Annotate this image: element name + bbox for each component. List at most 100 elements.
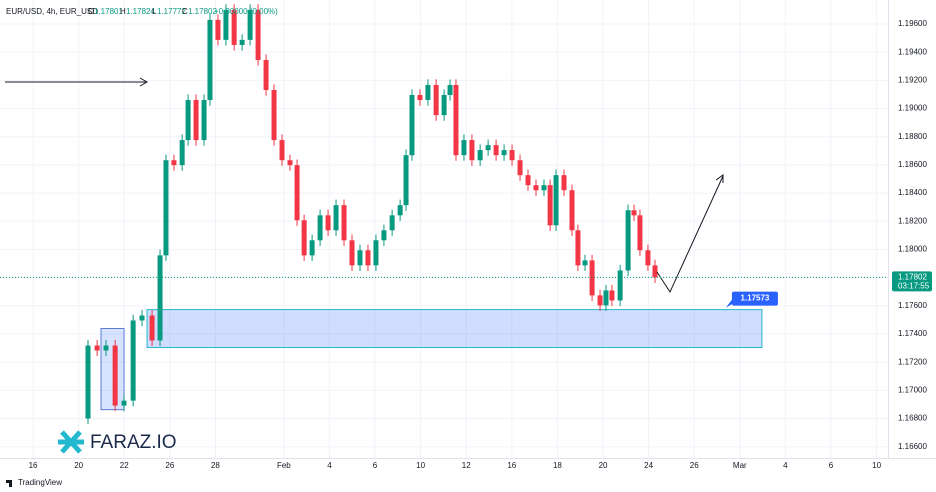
candle-body — [433, 84, 439, 116]
candle-body — [485, 145, 491, 151]
candle-body — [553, 175, 559, 226]
candle-body — [625, 210, 631, 271]
candle-body — [582, 260, 588, 266]
candle-body — [541, 185, 547, 191]
candle-body — [349, 240, 355, 266]
candle-body — [341, 205, 347, 241]
x-tick-label: 10 — [416, 461, 425, 470]
candle-body — [589, 260, 595, 296]
y-tick-label: 1.18600 — [898, 160, 927, 169]
candle-body — [157, 255, 163, 341]
candle-body — [365, 250, 371, 266]
ohlc-l-label: L — [152, 7, 157, 16]
ohlc-change: +0.00000 (0.00%) — [214, 7, 278, 16]
candle-body — [179, 140, 185, 166]
candle-body — [547, 185, 553, 226]
candle-body — [509, 150, 515, 161]
candle-body — [171, 160, 177, 166]
x-tick-label: 16 — [507, 461, 516, 470]
candle-body — [617, 270, 623, 301]
ohlc-h-label: H — [120, 7, 126, 16]
consolidation-box — [100, 327, 125, 411]
candle-body — [501, 150, 507, 156]
candle-body — [149, 315, 155, 341]
candle-body — [652, 265, 658, 278]
candle-body — [139, 315, 145, 321]
x-tick-label: 28 — [211, 461, 220, 470]
candle-body — [279, 140, 285, 161]
candle-body — [201, 100, 207, 141]
logo-icon — [58, 430, 84, 454]
candle-body — [215, 19, 221, 40]
countdown: 03:17:55 — [898, 281, 930, 290]
candle-body — [294, 165, 300, 221]
x-tick-label: 6 — [829, 461, 834, 470]
candle-body — [533, 185, 539, 191]
zone-label: 1.17573 — [740, 294, 769, 303]
candle-body — [309, 240, 315, 256]
ohlc-low: 1.17772 — [157, 7, 186, 16]
candle-body — [112, 345, 118, 406]
candle-body — [631, 210, 637, 216]
y-tick-label: 1.19400 — [898, 47, 927, 56]
candle-body — [417, 94, 423, 101]
y-tick-label: 1.19600 — [898, 19, 927, 28]
ohlc-c-label: C — [182, 7, 188, 16]
candle-body — [94, 345, 100, 351]
ohlc-open: 1.17801 — [94, 7, 123, 16]
candle-body — [525, 175, 531, 186]
candle-body — [477, 150, 483, 161]
candle-body — [333, 205, 339, 231]
candle-body — [447, 84, 453, 95]
x-tick-label: 16 — [29, 461, 38, 470]
projection-path — [656, 175, 724, 294]
y-tick-label: 1.19000 — [898, 104, 927, 113]
candle-body — [357, 250, 363, 266]
x-tick-label: 20 — [74, 461, 83, 470]
candle-body — [239, 39, 245, 45]
candle-body — [325, 215, 331, 231]
candle-body — [561, 175, 567, 191]
candle-body — [461, 140, 467, 156]
candle-body — [207, 19, 213, 101]
candle-body — [409, 94, 415, 156]
zone-label-box — [731, 291, 778, 306]
candle-body — [163, 160, 169, 256]
candle-body — [597, 295, 603, 306]
candle-body — [569, 190, 575, 231]
y-tick-label: 1.17600 — [898, 301, 927, 310]
candle-body — [185, 100, 191, 141]
demand-zone — [146, 309, 763, 349]
candle-body — [397, 205, 403, 216]
candle-body — [130, 320, 136, 401]
candle-body — [493, 145, 499, 156]
candle-body — [247, 9, 253, 40]
candle-body — [609, 290, 615, 301]
candle-body — [317, 215, 323, 241]
symbol: EUR/USD, 4h, EUR_USD — [6, 7, 98, 16]
x-tick-label: 26 — [690, 461, 699, 470]
footer: TradingView — [18, 478, 62, 487]
pointer-arrow-head — [139, 77, 149, 87]
candle-body — [425, 84, 431, 101]
ohlc-close: 1.17802 — [188, 7, 217, 16]
candle-body — [403, 155, 409, 206]
projection-arrow-head — [715, 174, 724, 183]
candle-body — [389, 215, 395, 231]
y-tick-label: 1.16800 — [898, 414, 927, 423]
candle-body — [223, 9, 229, 40]
logo: FARAZ.IO — [58, 430, 177, 454]
x-tick-label: 26 — [165, 461, 174, 470]
candle-body — [103, 345, 109, 351]
candle-body — [575, 230, 581, 266]
y-tick-label: 1.17200 — [898, 357, 927, 366]
candle-body — [603, 290, 609, 306]
candle-body — [645, 250, 651, 266]
x-tick-label: 6 — [373, 461, 378, 470]
y-tick-label: 1.18200 — [898, 216, 927, 225]
candle-body — [469, 140, 475, 161]
candle-body — [121, 400, 127, 406]
x-tick-label: 4 — [783, 461, 788, 470]
